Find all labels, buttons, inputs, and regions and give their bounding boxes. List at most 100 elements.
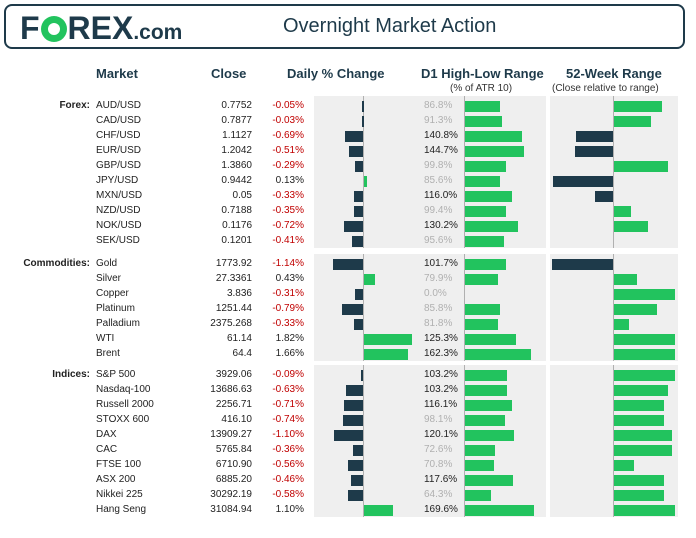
table-row-close: 3929.06 xyxy=(215,369,252,380)
table-row-close: 3.836 xyxy=(226,288,252,299)
d1-range-bar xyxy=(465,349,532,360)
table-row-change: -0.05% xyxy=(272,100,304,111)
52-week-range-bar xyxy=(614,289,675,300)
indices-section-label: Indices: xyxy=(52,369,90,380)
indices-daily-zero-axis xyxy=(363,365,364,517)
table-row-change: -0.03% xyxy=(272,115,304,126)
table-row-close: 31084.94 xyxy=(210,504,252,515)
column-subheader-52-week: (Close relative to range) xyxy=(552,83,659,94)
table-row-change: -0.31% xyxy=(272,288,304,299)
daily-change-bar xyxy=(349,146,363,157)
forex-logo[interactable]: F REX.com xyxy=(20,10,182,47)
table-row-name[interactable]: SEK/USD xyxy=(96,235,140,246)
table-row-change: -0.46% xyxy=(272,474,304,485)
d1-range-bar xyxy=(465,274,498,285)
table-row-close: 0.7752 xyxy=(221,100,252,111)
table-row-range-label: 120.1% xyxy=(424,429,458,440)
daily-change-bar xyxy=(364,349,408,360)
d1-range-bar xyxy=(465,101,501,112)
daily-change-bar xyxy=(355,161,363,172)
table-row-close: 0.1176 xyxy=(222,220,252,231)
logo-suffix: .com xyxy=(133,21,183,44)
52-week-range-bar xyxy=(614,221,648,232)
table-row-name[interactable]: Silver xyxy=(96,273,122,284)
52-week-range-bar xyxy=(594,191,613,202)
d1-range-bar xyxy=(465,116,503,127)
52-week-range-bar xyxy=(614,206,632,217)
daily-change-bar xyxy=(346,385,363,396)
table-row-name[interactable]: WTI xyxy=(96,333,115,344)
table-row-close: 6710.90 xyxy=(215,459,252,470)
table-row-range-label: 91.3% xyxy=(424,115,453,126)
table-row-range-label: 103.2% xyxy=(424,369,458,380)
table-row-name[interactable]: CHF/USD xyxy=(96,130,141,141)
table-row-name[interactable]: DAX xyxy=(96,429,117,440)
table-row-range-label: 144.7% xyxy=(424,145,458,156)
table-row-name[interactable]: GBP/USD xyxy=(96,160,142,171)
daily-change-bar xyxy=(344,131,363,142)
forex-daily-zero-axis xyxy=(363,96,364,248)
table-row-change: -0.09% xyxy=(272,369,304,380)
table-row-range-label: 99.8% xyxy=(424,160,453,171)
table-row-close: 1.2042 xyxy=(221,145,252,156)
table-row-range-label: 116.0% xyxy=(424,190,458,201)
table-row-name[interactable]: CAD/USD xyxy=(96,115,142,126)
52-week-range-bar xyxy=(614,460,634,471)
table-row-range-label: 70.8% xyxy=(424,459,453,470)
table-row-name[interactable]: EUR/USD xyxy=(96,145,142,156)
daily-change-bar xyxy=(353,206,363,217)
table-row-name[interactable]: MXN/USD xyxy=(96,190,143,201)
table-row-close: 2256.71 xyxy=(215,399,252,410)
52-week-range-bar xyxy=(614,400,665,411)
table-row-name[interactable]: ASX 200 xyxy=(96,474,136,485)
daily-change-bar xyxy=(344,400,363,411)
d1-range-bar xyxy=(465,236,504,247)
table-row-close: 5765.84 xyxy=(215,444,252,455)
table-row-range-label: 79.9% xyxy=(424,273,453,284)
table-row-change: 0.43% xyxy=(275,273,304,284)
daily-change-bar xyxy=(353,445,363,456)
d1-range-bar xyxy=(465,415,506,426)
page-title: Overnight Market Action xyxy=(283,15,497,37)
table-row-change: -0.72% xyxy=(272,220,304,231)
table-row-name[interactable]: AUD/USD xyxy=(96,100,142,111)
52-week-range-bar xyxy=(614,349,675,360)
52-week-range-bar xyxy=(614,274,638,285)
table-row-name[interactable]: FTSE 100 xyxy=(96,459,142,470)
table-row-change: -1.10% xyxy=(272,429,304,440)
table-row-name[interactable]: Nikkei 225 xyxy=(96,489,143,500)
daily-change-bar xyxy=(333,430,363,441)
table-row-range-label: 130.2% xyxy=(424,220,458,231)
table-row-name[interactable]: CAC xyxy=(96,444,118,455)
52-week-range-bar xyxy=(614,304,657,315)
table-row-name[interactable]: NZD/USD xyxy=(96,205,141,216)
table-row-name[interactable]: Palladium xyxy=(96,318,140,329)
table-row-close: 30292.19 xyxy=(210,489,252,500)
52-week-range-bar xyxy=(614,370,675,381)
table-row-name[interactable]: Russell 2000 xyxy=(96,399,154,410)
table-row-name[interactable]: Platinum xyxy=(96,303,135,314)
table-row-change: -0.51% xyxy=(272,145,304,156)
daily-change-bar xyxy=(354,319,363,330)
table-row-name[interactable]: NOK/USD xyxy=(96,220,142,231)
52-week-range-bar xyxy=(614,161,668,172)
column-subheader-d1-range: (% of ATR 10) xyxy=(450,83,513,94)
d1-range-bar xyxy=(465,206,506,217)
table-row-name[interactable]: Brent xyxy=(96,348,120,359)
table-row-close: 1251.44 xyxy=(215,303,252,314)
daily-change-bar xyxy=(347,490,363,501)
table-row-name[interactable]: Copper xyxy=(96,288,129,299)
table-row-name[interactable]: S&P 500 xyxy=(96,369,136,380)
52-week-range-bar xyxy=(614,505,675,516)
table-row-name[interactable]: Gold xyxy=(96,258,118,269)
d1-range-bar xyxy=(465,334,517,345)
table-row-name[interactable]: JPY/USD xyxy=(96,175,139,186)
table-row-name[interactable]: Hang Seng xyxy=(96,504,147,515)
table-row-name[interactable]: Nasdaq-100 xyxy=(96,384,151,395)
forex-range-axis xyxy=(464,96,465,248)
table-row-name[interactable]: STOXX 600 xyxy=(96,414,150,425)
commodities-range-axis xyxy=(464,254,465,361)
d1-range-bar xyxy=(465,490,492,501)
table-row-close: 0.1201 xyxy=(221,235,252,246)
table-row-range-label: 64.3% xyxy=(424,489,453,500)
